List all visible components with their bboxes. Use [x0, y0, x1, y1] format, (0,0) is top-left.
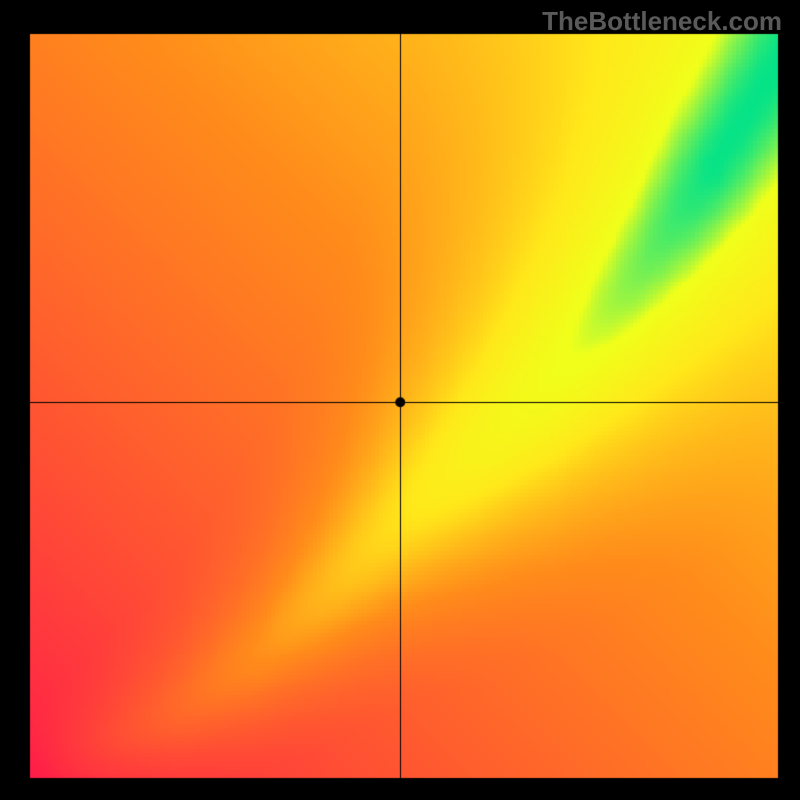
- heatmap-canvas: [0, 0, 800, 800]
- watermark-text: TheBottleneck.com: [542, 6, 782, 37]
- bottleneck-heatmap-chart: { "watermark": { "text": "TheBottleneck.…: [0, 0, 800, 800]
